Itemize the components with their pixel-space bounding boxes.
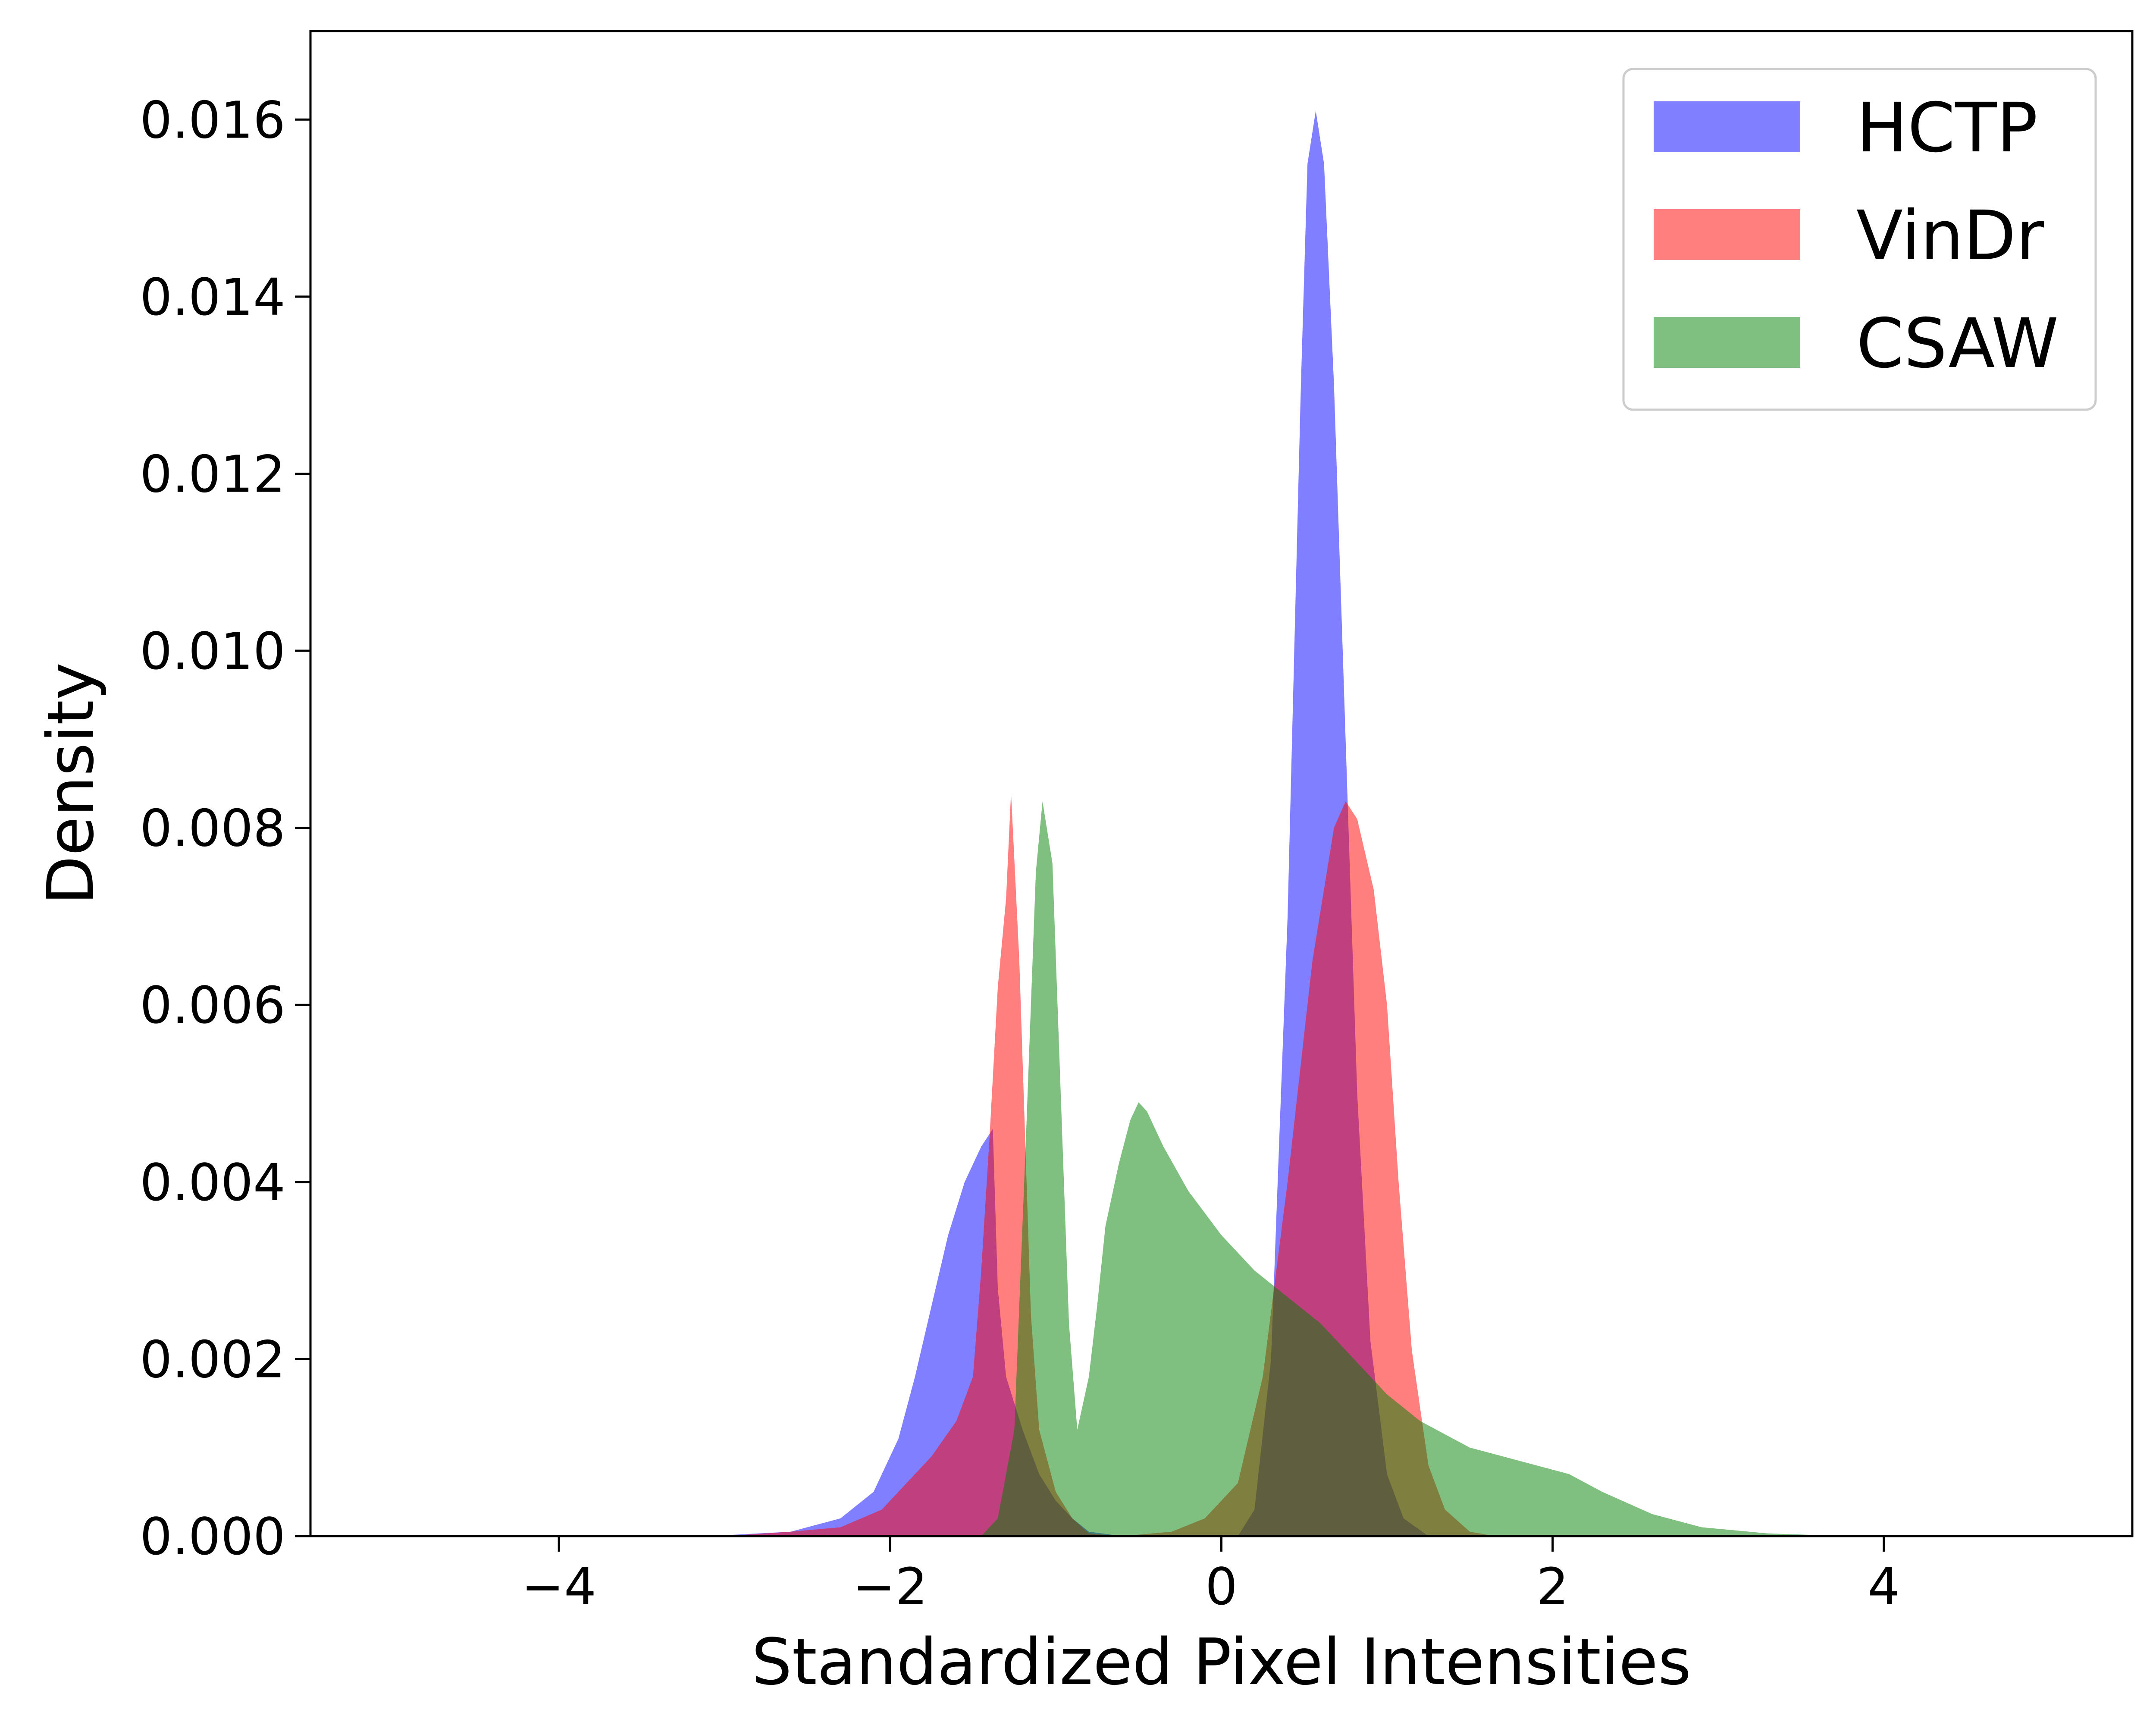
legend-swatch-csaw	[1654, 317, 1800, 368]
legend-label-hctp: HCTP	[1856, 88, 2038, 168]
y-axis-label: Density	[34, 662, 108, 905]
y-tick-label: 0.010	[140, 621, 285, 681]
x-tick-label: 0	[1205, 1557, 1238, 1616]
legend-label-vindr: VinDr	[1856, 196, 2044, 276]
y-tick-label: 0.008	[140, 799, 285, 858]
legend: HCTP VinDr CSAW	[1622, 68, 2097, 411]
legend-swatch-vindr	[1654, 209, 1800, 260]
x-tick-label: −4	[521, 1557, 596, 1616]
y-tick-label: 0.004	[140, 1153, 285, 1212]
series-area-csaw	[981, 801, 1851, 1536]
x-axis: −4 −2 0 2 4	[521, 1536, 1900, 1616]
y-tick-label: 0.016	[140, 90, 285, 150]
y-tick-label: 0.012	[140, 444, 285, 504]
y-tick-label: 0.006	[140, 975, 285, 1035]
legend-label-csaw: CSAW	[1856, 304, 2059, 383]
y-axis: 0.000 0.002 0.004 0.006 0.008 0.010 0.012 0.014…	[140, 90, 310, 1566]
y-tick-label: 0.000	[140, 1507, 285, 1566]
x-tick-label: 2	[1536, 1557, 1569, 1616]
y-tick-label: 0.014	[140, 267, 285, 327]
x-tick-label: 4	[1868, 1557, 1900, 1616]
y-tick-label: 0.002	[140, 1330, 285, 1389]
series-layer	[708, 110, 1851, 1536]
x-axis-label: Standardized Pixel Intensities	[752, 1625, 1691, 1699]
x-tick-label: −2	[852, 1557, 928, 1616]
legend-swatch-hctp	[1654, 101, 1800, 152]
